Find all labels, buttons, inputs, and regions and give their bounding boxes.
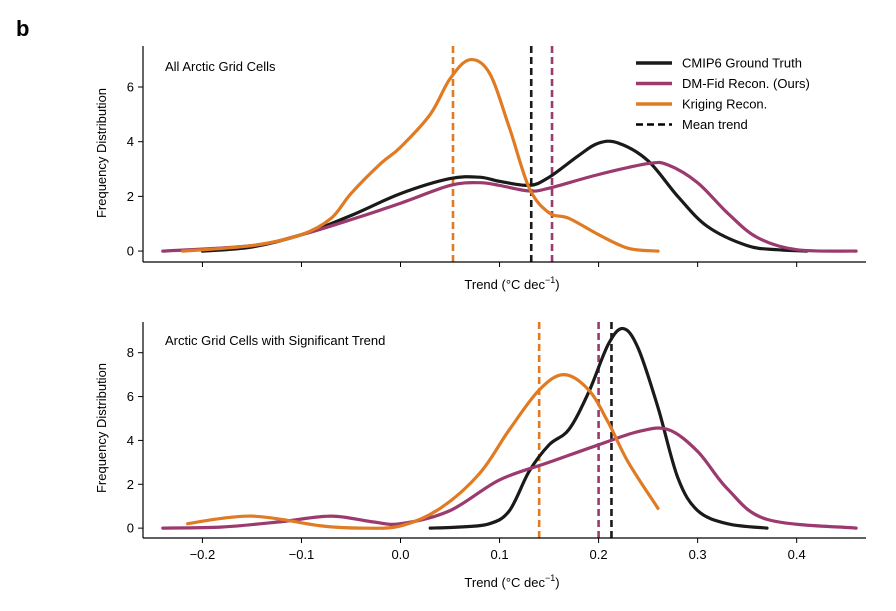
x-tick-label: 0.1	[491, 547, 509, 562]
x-tick-label: −0.2	[190, 547, 216, 562]
legend-label: DM-Fid Recon. (Ours)	[682, 76, 810, 91]
series-dm-fid-recon-ours	[161, 160, 858, 253]
x-tick-label: 0.2	[590, 547, 608, 562]
series-lines	[161, 57, 858, 253]
x-tick-label: 0.4	[788, 547, 806, 562]
legend-label: Kriging Recon.	[682, 97, 767, 112]
series-lines	[161, 326, 858, 530]
y-axis-label: Frequency Distribution	[94, 363, 109, 493]
x-axis-label: Trend (°C dec−1)	[464, 573, 559, 590]
legend-item-dm-fid-recon-ours: DM-Fid Recon. (Ours)	[636, 76, 810, 91]
y-tick-label: 0	[127, 521, 134, 536]
x-axis-label: Trend (°C dec−1)	[464, 275, 559, 292]
x-tick-label: −0.1	[289, 547, 315, 562]
y-tick-label: 2	[127, 189, 134, 204]
legend-item-mean-trend: Mean trend	[636, 117, 748, 132]
legend: CMIP6 Ground Truth DM-Fid Recon. (Ours) Kr…	[636, 56, 810, 132]
y-tick-label: 6	[127, 389, 134, 404]
x-tick-label: 0.0	[391, 547, 409, 562]
chart-title: Arctic Grid Cells with Significant Trend	[165, 333, 385, 348]
y-tick-label: 4	[127, 433, 134, 448]
mean-lines	[537, 322, 613, 538]
y-tick-label: 2	[127, 477, 134, 492]
series-cmip6-ground-truth	[200, 139, 809, 253]
y-axis-label: Frequency Distribution	[94, 88, 109, 218]
chart-bottom-panel: 0 2 4 6 8 −0.2 −0.1 0.0 0.1 0.2 0.3 0.4 Arctic Grid…	[94, 322, 866, 590]
series-cmip6-ground-truth	[428, 326, 769, 530]
legend-item-cmip6-ground-truth: CMIP6 Ground Truth	[636, 56, 802, 71]
y-tick-label: 4	[127, 134, 134, 149]
mean-lines	[451, 46, 554, 262]
chart-title: All Arctic Grid Cells	[165, 59, 276, 74]
y-tick-label: 6	[127, 80, 134, 95]
chart-top-panel: 0 2 4 6 All Arctic Grid Cells Frequency Dis…	[94, 46, 866, 292]
x-tick-label: 0.3	[689, 547, 707, 562]
panel-label: b	[16, 16, 29, 41]
legend-label: Mean trend	[682, 117, 748, 132]
legend-item-kriging-recon: Kriging Recon.	[636, 97, 767, 112]
series-dm-fid-recon-ours	[161, 426, 858, 530]
series-kriging-recon	[186, 373, 660, 530]
y-tick-label: 8	[127, 345, 134, 360]
series-kriging-recon	[181, 57, 660, 253]
y-tick-label: 0	[127, 244, 134, 259]
legend-label: CMIP6 Ground Truth	[682, 56, 802, 71]
